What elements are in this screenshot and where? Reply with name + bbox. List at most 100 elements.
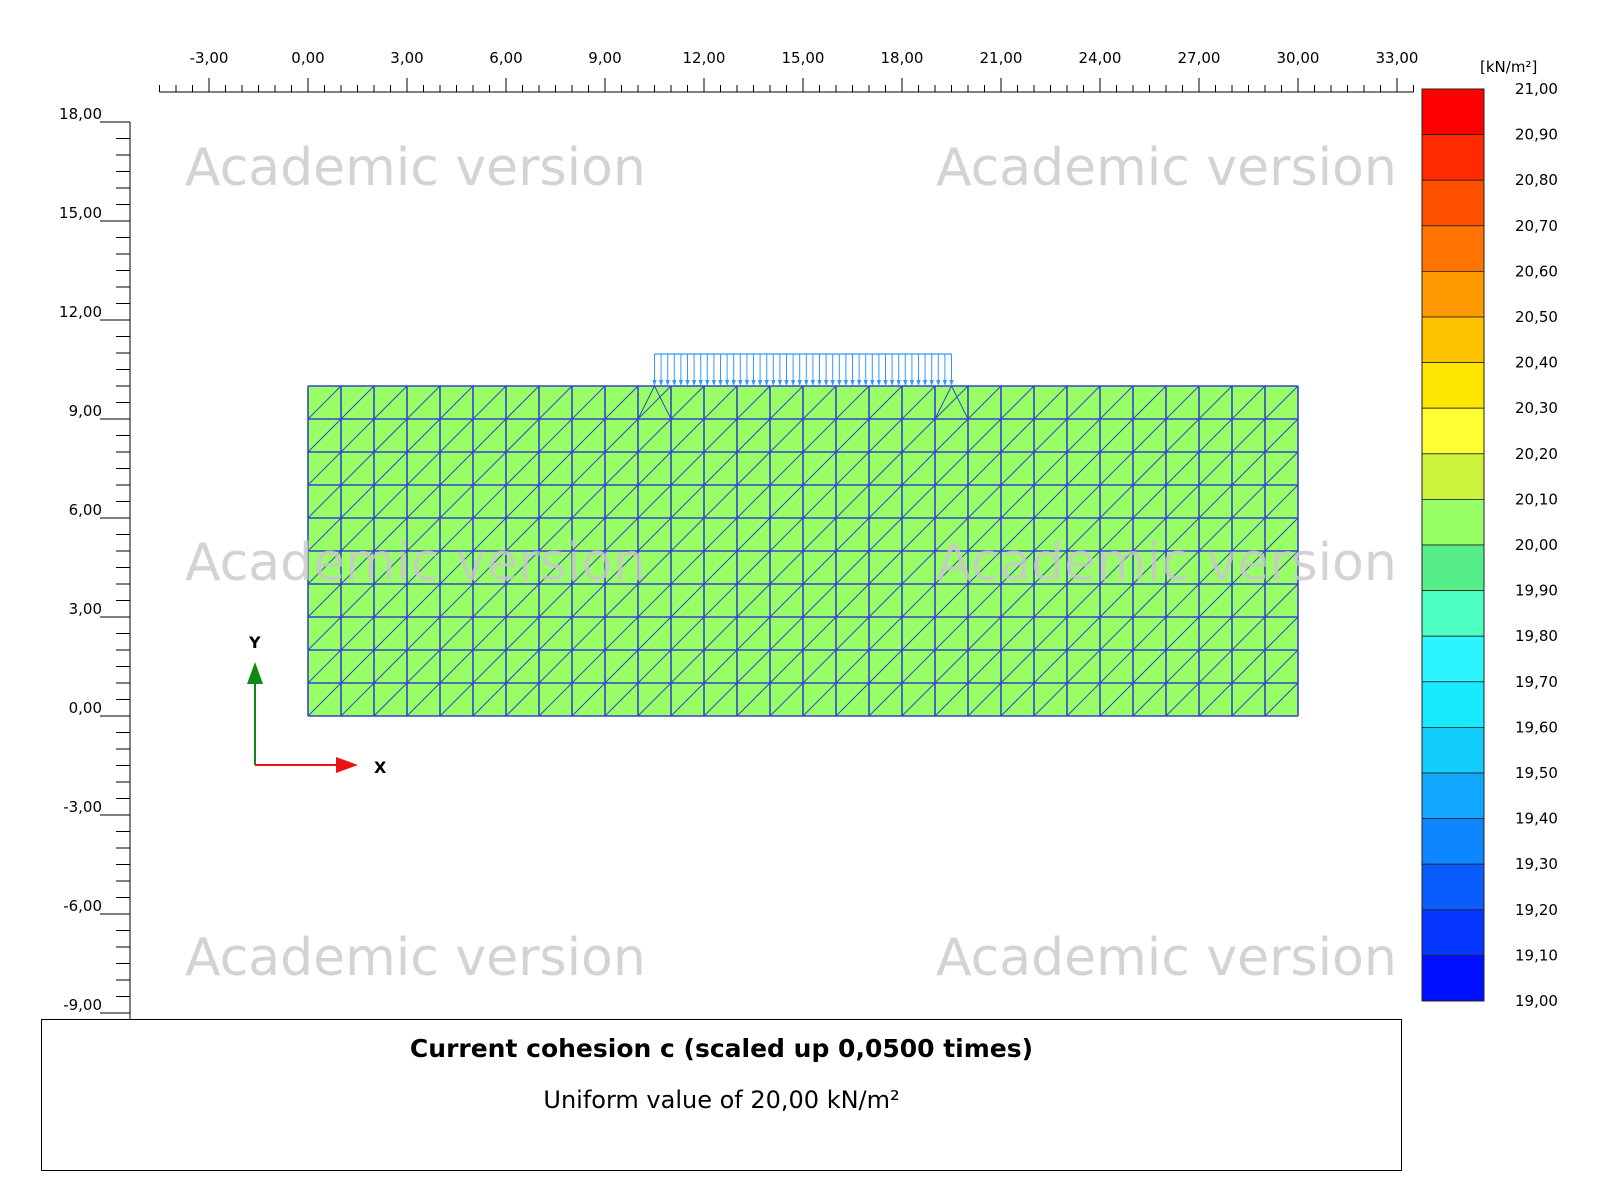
mesh-diagonal <box>1000 616 1035 651</box>
mesh-diagonal <box>472 682 507 717</box>
mesh-diagonal <box>406 517 441 552</box>
mesh-diagonal <box>406 649 441 684</box>
watermark-text: Academic version <box>185 138 646 198</box>
mesh-refine-line <box>654 385 672 420</box>
mesh-diagonal <box>703 583 738 618</box>
mesh-diagonal <box>373 550 408 585</box>
legend-unit: [kN/m²] <box>1480 58 1537 76</box>
mesh-diagonal <box>1264 583 1299 618</box>
mesh-diagonal <box>934 583 969 618</box>
y-tick-label: -9,00 <box>63 996 102 1014</box>
load-arrow-head <box>863 380 868 386</box>
mesh-diagonal <box>736 517 771 552</box>
mesh-diagonal <box>340 517 375 552</box>
mesh-diagonal <box>307 451 342 486</box>
x-tick-label: 15,00 <box>782 49 825 67</box>
chart-subtitle: Uniform value of 20,00 kN/m² <box>543 1086 900 1114</box>
mesh-diagonal <box>472 385 507 420</box>
legend-value-label: 20,60 <box>1515 262 1558 280</box>
mesh-diagonal <box>868 682 903 717</box>
mesh-diagonal <box>769 583 804 618</box>
mesh-diagonal <box>340 451 375 486</box>
mesh-diagonal <box>967 550 1002 585</box>
load-arrow-head <box>823 380 829 386</box>
mesh-diagonal <box>835 418 870 453</box>
mesh-diagonal <box>538 616 573 651</box>
mesh-diagonal <box>373 583 408 618</box>
mesh-diagonal <box>1264 451 1299 486</box>
mesh-diagonal <box>439 418 474 453</box>
caption-box: Current cohesion c (scaled up 0,0500 tim… <box>41 1019 1402 1171</box>
mesh-diagonal <box>472 484 507 519</box>
load-arrow-head <box>909 380 915 386</box>
mesh-diagonal <box>1198 616 1233 651</box>
load-arrow-head <box>797 380 802 386</box>
x-indicator-label: X <box>374 758 387 777</box>
mesh-diagonal <box>802 385 837 420</box>
mesh-diagonal <box>1198 484 1233 519</box>
mesh-diagonal <box>637 649 672 684</box>
mesh-diagonal <box>670 517 705 552</box>
mesh-diagonal <box>835 649 870 684</box>
mesh-diagonal <box>670 583 705 618</box>
load-arrow-head <box>810 380 816 386</box>
legend-value-label: 19,60 <box>1515 718 1558 736</box>
mesh-diagonal <box>1132 385 1167 420</box>
legend-value-label: 19,50 <box>1515 764 1558 782</box>
mesh-diagonal <box>1231 649 1266 684</box>
mesh-diagonal <box>1066 385 1101 420</box>
legend-value-label: 20,50 <box>1515 308 1558 326</box>
mesh-diagonal <box>901 616 936 651</box>
mesh-diagonal <box>1000 418 1035 453</box>
mesh-diagonal <box>571 418 606 453</box>
mesh-diagonal <box>637 517 672 552</box>
legend-value-label: 19,90 <box>1515 582 1558 600</box>
mesh-diagonal <box>307 682 342 717</box>
mesh-diagonal <box>373 649 408 684</box>
mesh-diagonal <box>1066 583 1101 618</box>
mesh-diagonal <box>1132 484 1167 519</box>
mesh-diagonal <box>835 517 870 552</box>
mesh-diagonal <box>1165 517 1200 552</box>
mesh-diagonal <box>505 418 540 453</box>
mesh-diagonal <box>934 517 969 552</box>
mesh-diagonal <box>373 682 408 717</box>
mesh-diagonal <box>505 484 540 519</box>
mesh-diagonal <box>472 616 507 651</box>
x-tick-label: 12,00 <box>683 49 726 67</box>
mesh-diagonal <box>1264 649 1299 684</box>
mesh-diagonal <box>439 451 474 486</box>
mesh-diagonal <box>670 682 705 717</box>
x-tick-label: 6,00 <box>489 49 522 67</box>
mesh-diagonal <box>1264 517 1299 552</box>
mesh-diagonal <box>340 418 375 453</box>
mesh-diagonal <box>1000 517 1035 552</box>
mesh-diagonal <box>703 550 738 585</box>
mesh-diagonal <box>1264 550 1299 585</box>
watermark-text: Academic version <box>185 928 646 988</box>
mesh-diagonal <box>406 451 441 486</box>
mesh-diagonal <box>1066 517 1101 552</box>
mesh-diagonal <box>1066 451 1101 486</box>
mesh-diagonal <box>736 550 771 585</box>
mesh-diagonal <box>604 550 639 585</box>
mesh-diagonal <box>1099 583 1134 618</box>
mesh-diagonal <box>769 550 804 585</box>
mesh-diagonal <box>1132 649 1167 684</box>
mesh-diagonal <box>571 517 606 552</box>
mesh-diagonal <box>835 385 870 420</box>
mesh-diagonal <box>736 649 771 684</box>
load-arrow-head <box>777 380 783 386</box>
mesh-diagonal <box>505 649 540 684</box>
mesh-diagonal <box>373 451 408 486</box>
mesh-diagonal <box>670 649 705 684</box>
mesh-diagonal <box>1231 616 1266 651</box>
mesh-diagonal <box>1132 517 1167 552</box>
mesh-diagonal <box>505 517 540 552</box>
mesh-diagonal <box>439 550 474 585</box>
mesh-diagonal <box>1132 418 1167 453</box>
mesh-diagonal <box>1099 682 1134 717</box>
mesh-diagonal <box>1099 616 1134 651</box>
mesh-diagonal <box>406 550 441 585</box>
legend-value-label: 19,70 <box>1515 673 1558 691</box>
